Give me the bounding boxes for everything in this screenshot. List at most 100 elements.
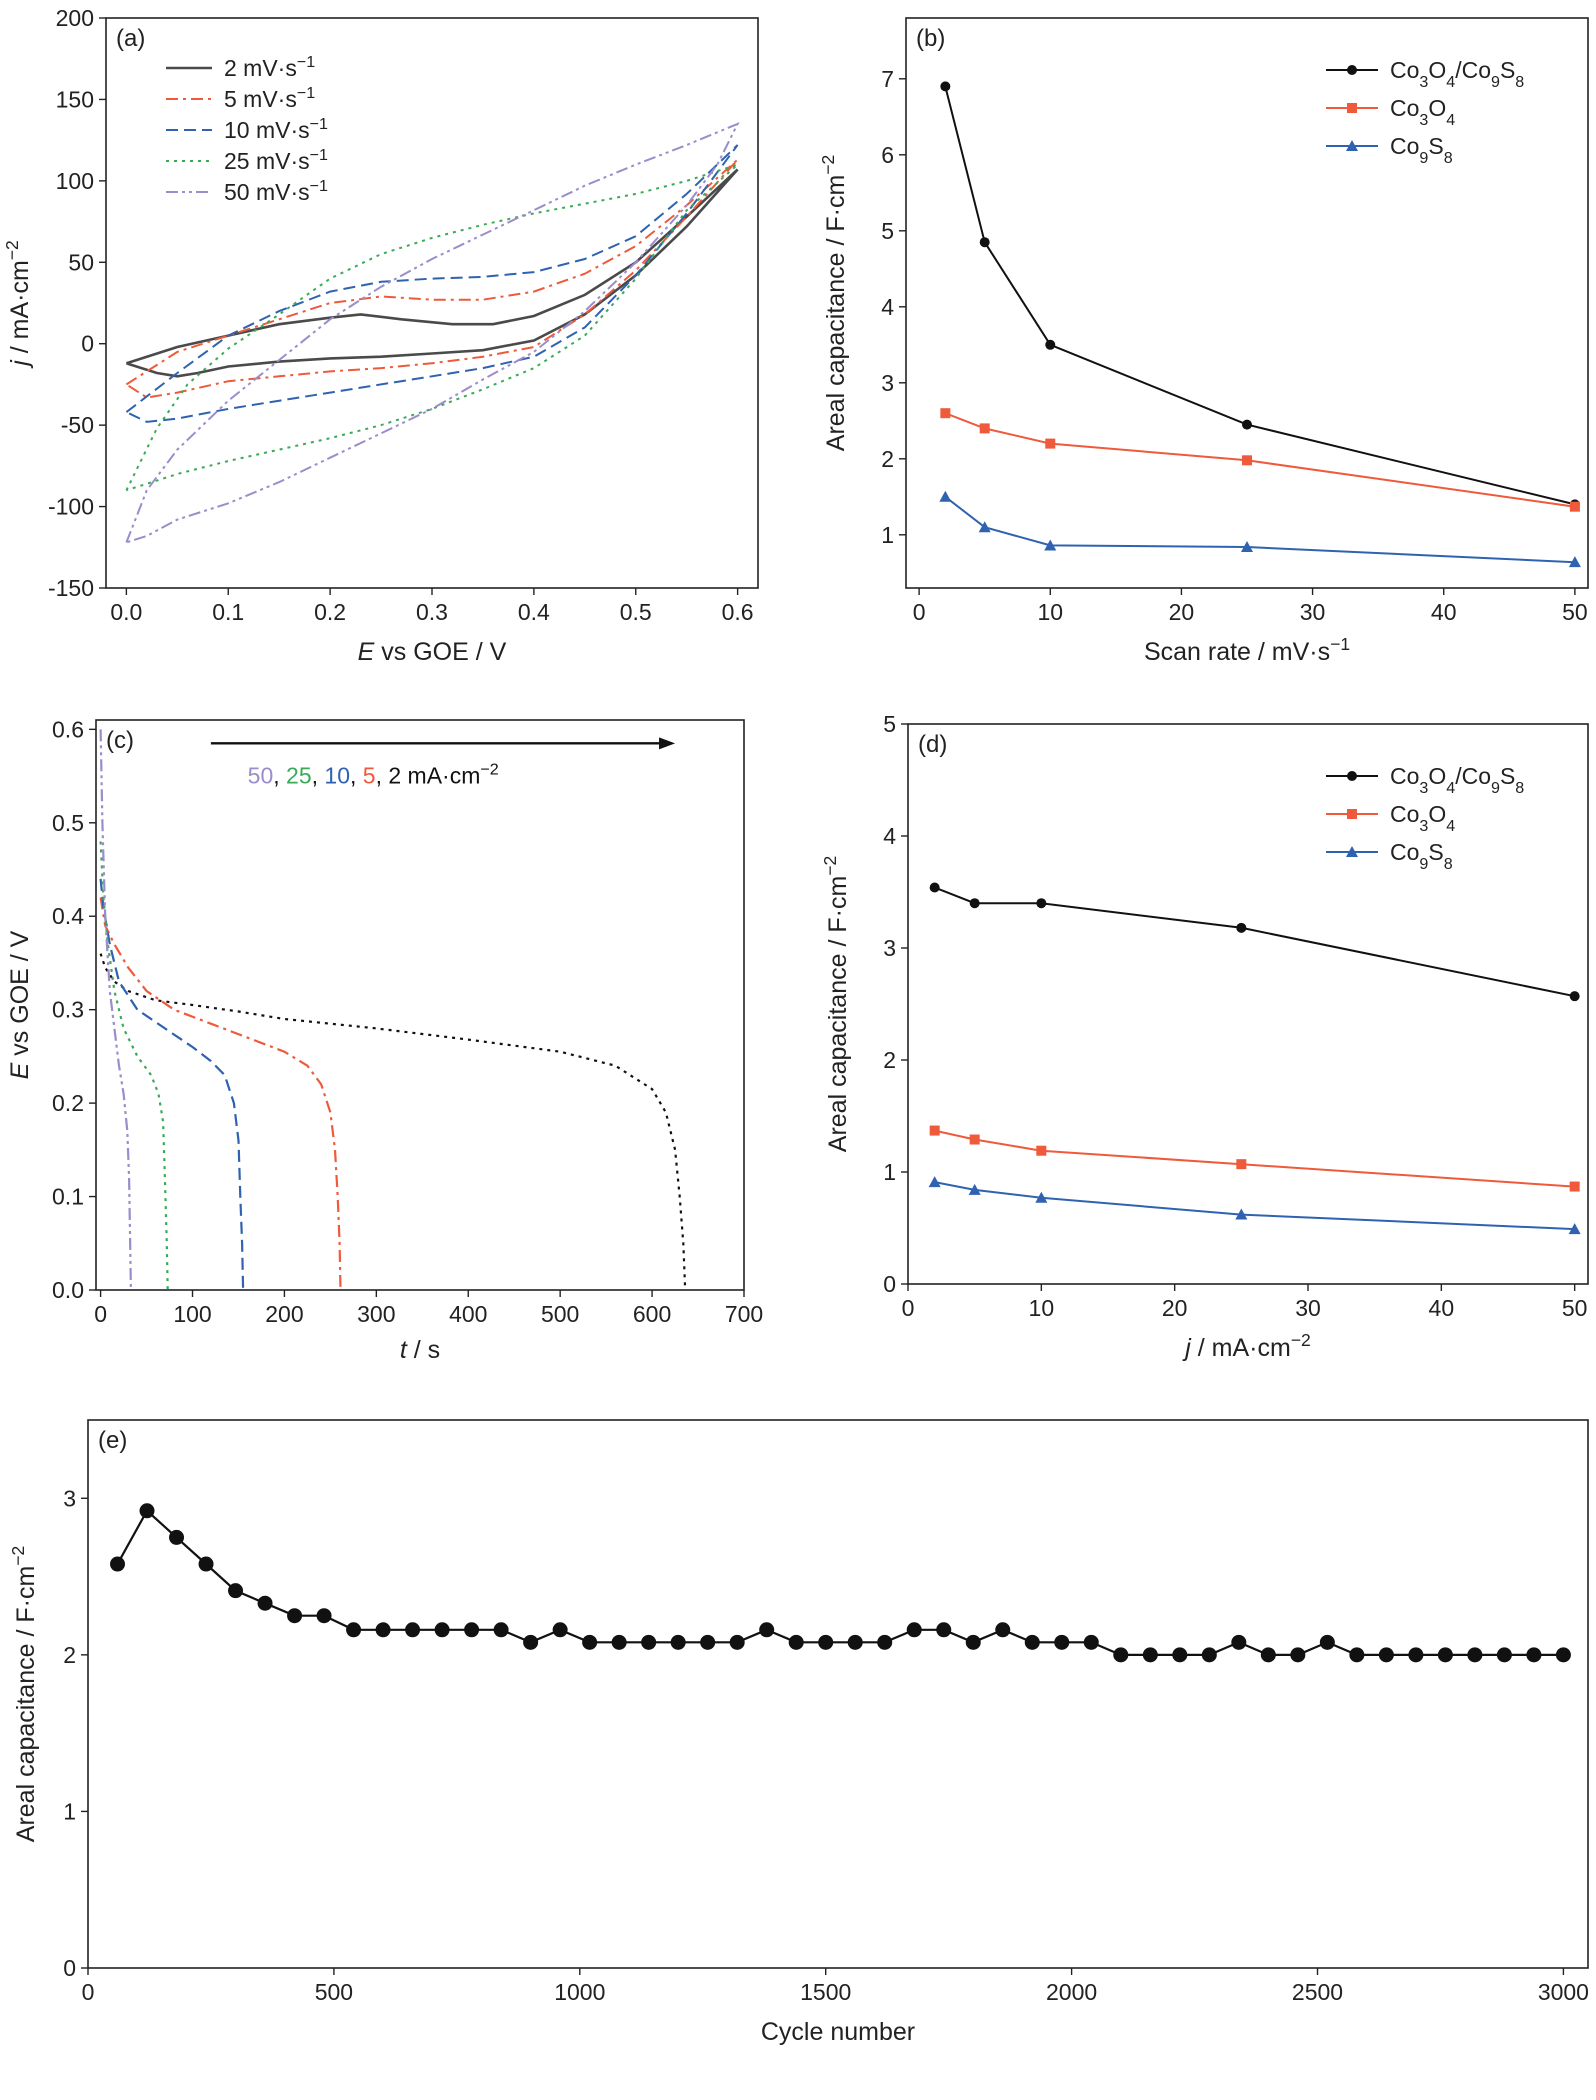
panel-label: (c) — [106, 727, 134, 754]
data-point — [729, 1634, 745, 1650]
data-point — [818, 1634, 834, 1650]
data-point — [1347, 65, 1357, 75]
y-tick-label: 2 — [881, 446, 894, 472]
data-point — [405, 1622, 421, 1638]
y-tick-label: 4 — [881, 294, 894, 320]
x-tick-label: 40 — [1429, 1295, 1455, 1321]
legend-label: Co3O4 — [1390, 801, 1455, 835]
y-tick-label: -50 — [61, 412, 94, 438]
y-tick-label: 2 — [63, 1642, 76, 1668]
x-tick-label: 0 — [902, 1295, 915, 1321]
y-tick-label: 1 — [63, 1798, 76, 1824]
data-point — [228, 1583, 244, 1599]
data-point — [1054, 1634, 1070, 1650]
data-point — [1142, 1647, 1158, 1663]
data-point — [582, 1634, 598, 1650]
y-tick-label: 7 — [881, 66, 894, 92]
x-tick-label: 0.5 — [620, 599, 652, 625]
data-point — [965, 1634, 981, 1650]
y-tick-label: 3 — [63, 1485, 76, 1511]
y-tick-label: 0.2 — [52, 1090, 84, 1116]
x-tick-label: 0.6 — [722, 599, 754, 625]
x-axis-label: E vs GOE / V — [358, 638, 507, 666]
x-tick-label: 500 — [315, 1979, 353, 2005]
panel-d-capacitance-vs-current-density: 0 10 20 30 40 50 0 1 2 3 4 5 (d) j / mA·cm−2 Areal cap… — [820, 711, 1589, 1362]
data-point — [287, 1608, 303, 1624]
x-axis-label: j / mA·cm−2 — [1182, 1330, 1311, 1362]
data-point — [847, 1634, 863, 1650]
data-point — [1036, 898, 1047, 909]
data-point — [1349, 1647, 1365, 1663]
y-axis-label: Areal capacitance / F·cm−2 — [818, 155, 850, 451]
x-tick-label: 0 — [913, 599, 926, 625]
x-tick-label: 0 — [82, 1979, 95, 2005]
data-point — [1083, 1634, 1099, 1650]
y-tick-label: 1 — [881, 522, 894, 548]
y-tick-label: 3 — [881, 370, 894, 396]
data-point — [928, 1176, 941, 1188]
panel-label: (d) — [918, 731, 947, 758]
data-point — [929, 882, 940, 893]
y-tick-label: 5 — [883, 711, 896, 737]
data-point — [1346, 846, 1358, 857]
x-tick-label: 3000 — [1538, 1979, 1589, 2005]
x-tick-label: 0.4 — [518, 599, 550, 625]
data-point — [1526, 1647, 1542, 1663]
data-point — [1347, 809, 1357, 819]
x-tick-label: 0.2 — [314, 599, 346, 625]
cv-curve-1 — [125, 158, 739, 399]
x-axis-label: Scan rate / mV·s−1 — [1144, 634, 1350, 666]
plot-frame — [105, 17, 759, 589]
data-point — [1035, 1191, 1048, 1203]
cv-curve-2 — [125, 144, 739, 423]
panel-label: (e) — [98, 1427, 127, 1454]
x-tick-label: 100 — [173, 1301, 211, 1327]
data-point — [552, 1622, 568, 1638]
x-tick-label: 50 — [1562, 599, 1588, 625]
data-point — [788, 1634, 804, 1650]
series-line-1 — [934, 1129, 1575, 1188]
data-point — [979, 423, 990, 434]
y-tick-label: 4 — [883, 823, 896, 849]
x-tick-label: 400 — [449, 1301, 487, 1327]
data-point — [936, 1622, 952, 1638]
discharge-curve-3 — [99, 841, 169, 1291]
data-point — [1496, 1647, 1512, 1663]
data-point — [978, 521, 991, 533]
y-axis-label: E vs GOE / V — [6, 930, 34, 1079]
data-point — [1568, 1223, 1581, 1235]
data-point — [1045, 339, 1056, 350]
legend-label: Co3O4 — [1390, 95, 1455, 129]
y-axis-label: Areal capacitance / F·cm−2 — [820, 856, 852, 1152]
plot-frame — [87, 1419, 1589, 1969]
y-tick-label: 0.4 — [52, 903, 84, 929]
x-tick-label: 0.1 — [212, 599, 244, 625]
series-line-0 — [934, 886, 1575, 998]
data-point — [940, 408, 951, 419]
data-point — [1555, 1647, 1571, 1663]
data-point — [110, 1556, 126, 1572]
y-tick-label: -150 — [48, 575, 94, 601]
data-point — [1231, 1634, 1247, 1650]
data-point — [1319, 1634, 1335, 1650]
data-point — [1044, 539, 1057, 551]
x-tick-label: 700 — [725, 1301, 763, 1327]
legend-label: 10 mV·s−1 — [224, 115, 328, 143]
y-axis-label: j / mA·cm−2 — [2, 240, 34, 369]
y-tick-label: 100 — [56, 168, 94, 194]
series-line-2 — [944, 496, 1575, 564]
x-tick-label: 50 — [1562, 1295, 1588, 1321]
panel-b-capacitance-vs-scan-rate: 0 10 20 30 40 50 1 2 3 4 5 6 7 (b) Scan rate / mV·s−1 A… — [818, 17, 1589, 666]
data-point — [929, 1125, 940, 1136]
data-point — [464, 1622, 480, 1638]
y-tick-label: 6 — [881, 142, 894, 168]
data-point — [969, 898, 980, 909]
y-tick-label: 0.5 — [52, 810, 84, 836]
data-point — [1045, 438, 1056, 449]
x-tick-label: 20 — [1169, 599, 1195, 625]
data-point — [611, 1634, 627, 1650]
panel-label: (b) — [916, 25, 945, 52]
y-tick-label: 0.6 — [52, 716, 84, 742]
data-point — [759, 1622, 775, 1638]
